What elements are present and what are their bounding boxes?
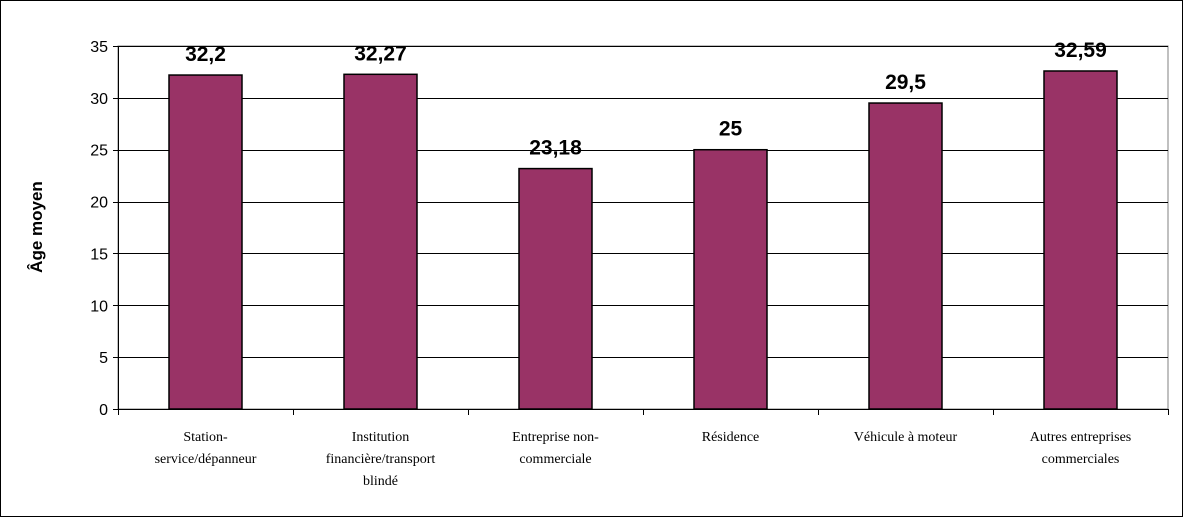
bar: [343, 73, 418, 410]
x-tick-label: Autres entreprises: [1030, 430, 1131, 445]
y-tick-label: 10: [90, 298, 108, 315]
bar: [693, 148, 768, 410]
bar: [868, 102, 943, 410]
y-tick-label: 15: [90, 246, 108, 263]
data-label: 25: [719, 118, 743, 141]
x-tick-label: Résidence: [702, 430, 760, 445]
plot-area: [117, 45, 1169, 410]
x-tick-label: Institution: [352, 430, 410, 445]
bar: [518, 167, 593, 410]
y-axis-label: Âge moyen: [27, 181, 46, 273]
y-tick-label: 5: [99, 350, 108, 367]
data-label: 29,5: [885, 71, 926, 94]
bars: [168, 70, 1118, 410]
y-tick-label: 25: [90, 143, 108, 160]
bar: [1043, 70, 1118, 410]
y-tick-labels: 0 5 10 15 20 25 30 35: [90, 39, 108, 419]
x-tick-label: commerciales: [1042, 452, 1120, 467]
x-tick-label: commerciale: [519, 452, 591, 467]
x-tick-label: blindé: [363, 474, 398, 489]
x-tick-labels: Station-service/dépanneur Institution fina…: [155, 430, 1132, 489]
data-labels: 32,2 32,27 23,18 25 29,5 32,59: [185, 39, 1107, 160]
data-label: 32,27: [354, 42, 407, 65]
x-tick-label: Entreprise non-: [512, 430, 599, 445]
y-tick-label: 35: [90, 39, 108, 56]
y-tick-label: 20: [90, 195, 108, 212]
x-tick-label: Véhicule à moteur: [854, 430, 958, 445]
data-label: 32,2: [185, 43, 226, 66]
gridlines: [118, 46, 1168, 358]
axes: [113, 46, 1169, 415]
data-label: 32,59: [1054, 39, 1107, 62]
data-label: 23,18: [529, 137, 582, 160]
x-tick-label: Station-: [183, 430, 228, 445]
x-tick-label: financière/transport: [326, 452, 436, 467]
bar: [168, 74, 243, 410]
y-tick-label: 30: [90, 91, 108, 108]
y-tick-label: 0: [99, 402, 108, 419]
x-tick-label: service/dépanneur: [155, 452, 257, 467]
